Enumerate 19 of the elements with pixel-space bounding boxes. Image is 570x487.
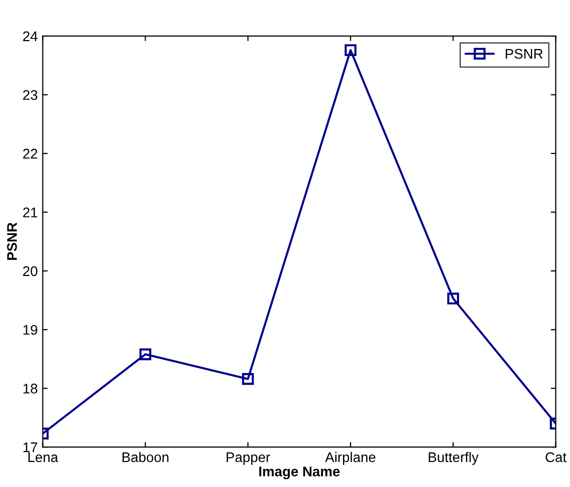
legend-label: PSNR (506, 48, 543, 59)
y-tick-label: 20 (23, 266, 38, 276)
x-tick-label: Cat (546, 452, 566, 462)
point (344, 44, 356, 56)
x-tick-label: Lena (28, 452, 58, 462)
y-tick-label: 21 (23, 208, 38, 218)
y-axis-title: PSNR (7, 222, 17, 260)
x-tick-label: Butterfly (428, 452, 479, 465)
y-tick-label: 18 (24, 384, 38, 394)
y-tick-label: 19 (24, 324, 38, 335)
y-tick-label: 17 (24, 442, 38, 452)
x-tick-label: Baboon (122, 452, 168, 462)
y-tick-label: 22 (23, 148, 38, 159)
x-tick-label: Papper (226, 452, 270, 465)
x-tick-label: Airplane (325, 452, 376, 465)
y-tick-label: 23 (23, 90, 38, 100)
x-axis-title: Image Name (259, 466, 340, 480)
y-tick-label: 24 (23, 31, 38, 42)
point (242, 373, 254, 385)
